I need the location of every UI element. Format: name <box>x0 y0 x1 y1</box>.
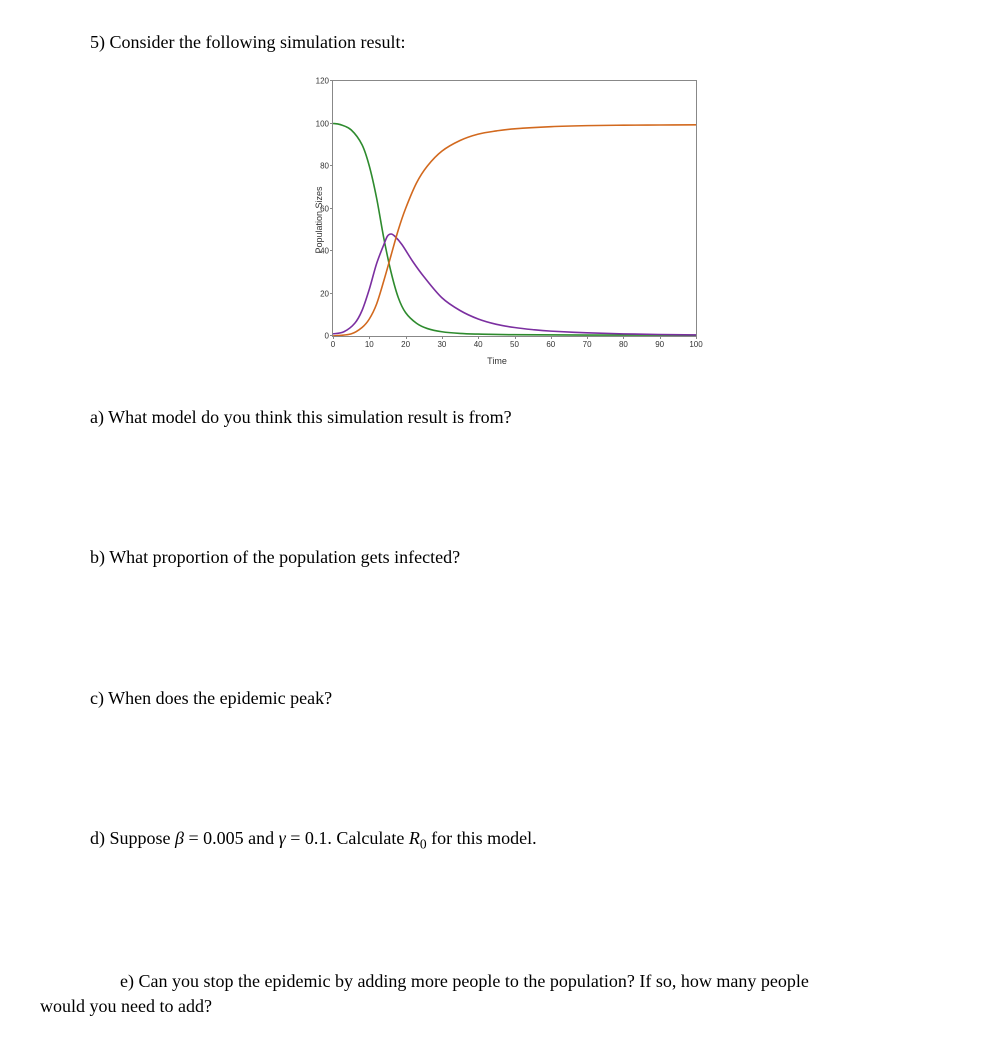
chart-ytick: 80 <box>320 161 333 172</box>
beta-symbol: β <box>175 828 184 848</box>
chart-ytick: 120 <box>316 76 333 87</box>
chart-series-S <box>333 124 696 336</box>
chart-series-I <box>333 234 696 335</box>
part-e-line2: would you need to add? <box>40 996 212 1016</box>
chart-curves <box>333 81 696 336</box>
part-b: b) What proportion of the population get… <box>90 545 954 570</box>
part-d-label: d) <box>90 828 105 848</box>
part-c-label: c) <box>90 688 104 708</box>
chart-ytick: 100 <box>316 118 333 129</box>
chart-ytick: 20 <box>320 288 333 299</box>
r-symbol: R <box>409 828 420 848</box>
question-number: 5) <box>90 32 105 52</box>
question-header: 5) Consider the following simulation res… <box>90 30 954 55</box>
chart-ytick: 60 <box>320 203 333 214</box>
sir-chart: Population Sizes 02040608010012001020304… <box>292 75 702 365</box>
chart-series-R <box>333 125 696 336</box>
gamma-eq: = 0.1. Calculate <box>286 828 409 848</box>
part-a-label: a) <box>90 407 104 427</box>
chart-ytick: 40 <box>320 246 333 257</box>
part-e: e) Can you stop the epidemic by adding m… <box>40 969 954 1019</box>
part-a: a) What model do you think this simulati… <box>90 405 954 430</box>
part-b-text: What proportion of the population gets i… <box>109 547 460 567</box>
beta-eq: = 0.005 and <box>184 828 279 848</box>
chart-ylabel: Population Sizes <box>313 187 326 254</box>
part-c: c) When does the epidemic peak? <box>90 686 954 711</box>
part-c-text: When does the epidemic peak? <box>108 688 332 708</box>
part-d-suffix: for this model. <box>427 828 537 848</box>
part-d-prefix: Suppose <box>110 828 176 848</box>
part-b-label: b) <box>90 547 105 567</box>
part-d: d) Suppose β = 0.005 and γ = 0.1. Calcul… <box>90 826 954 854</box>
question-intro: Consider the following simulation result… <box>110 32 406 52</box>
part-e-label: e) <box>120 971 134 991</box>
chart-container: Population Sizes 02040608010012001020304… <box>40 75 954 365</box>
r-subscript: 0 <box>420 836 427 851</box>
part-e-line1: Can you stop the epidemic by adding more… <box>138 971 808 991</box>
chart-plot-area: 0204060801001200102030405060708090100 <box>332 80 697 337</box>
gamma-symbol: γ <box>279 828 286 848</box>
chart-xlabel: Time <box>487 355 507 368</box>
part-a-text: What model do you think this simulation … <box>108 407 511 427</box>
